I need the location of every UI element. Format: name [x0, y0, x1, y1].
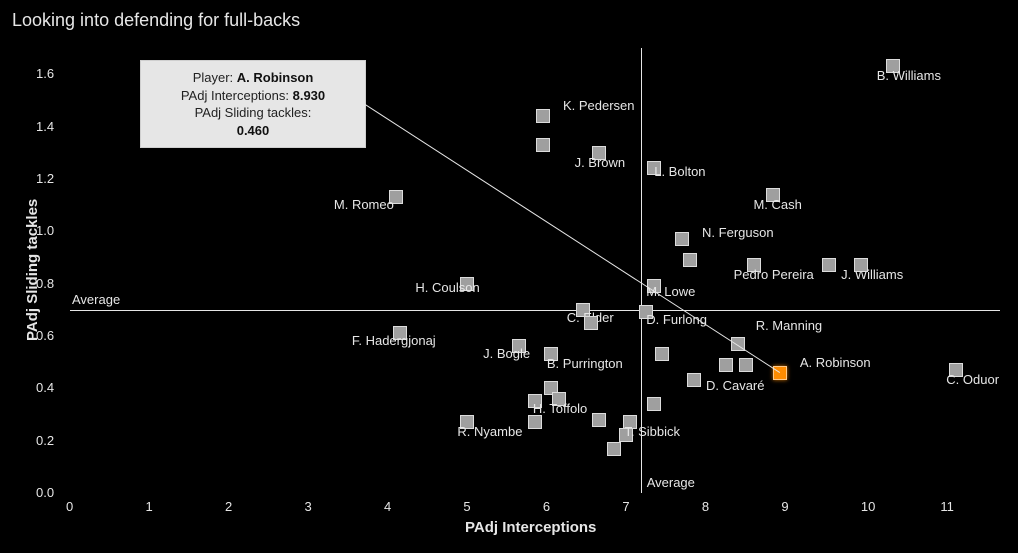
y-tick-label: 1.2: [36, 171, 54, 186]
avg-x-label: Average: [647, 475, 695, 490]
point-label: L. Bolton: [654, 164, 705, 179]
point-label: D. Cavaré: [706, 378, 765, 393]
point-marker[interactable]: [536, 109, 550, 123]
point-label: R. Nyambe: [457, 424, 522, 439]
y-tick-label: 0.2: [36, 433, 54, 448]
x-axis-title: PAdj Interceptions: [465, 519, 596, 536]
point-marker[interactable]: [647, 397, 661, 411]
point-label: H. Toffolo: [533, 401, 587, 416]
y-axis-title: PAdj Sliding tackles: [24, 198, 41, 340]
tooltip-callout-line: [0, 0, 1, 1]
avg-horizontal-line: [70, 310, 1000, 311]
point-label: M. Romeo: [334, 197, 394, 212]
x-tick-label: 4: [384, 499, 391, 514]
point-label: J. Brown: [575, 155, 626, 170]
point-label: R. Manning: [756, 318, 822, 333]
point-label: J. Williams: [841, 267, 903, 282]
chart-area: 012345678910110.00.20.40.60.81.01.21.41.…: [0, 0, 1018, 553]
point-label: T. Sibbick: [624, 424, 680, 439]
point-marker[interactable]: [683, 253, 697, 267]
point-marker[interactable]: [822, 258, 836, 272]
x-tick-label: 8: [702, 499, 709, 514]
point-marker[interactable]: [854, 258, 868, 272]
point-marker[interactable]: [592, 413, 606, 427]
x-tick-label: 0: [66, 499, 73, 514]
x-tick-label: 5: [463, 499, 470, 514]
avg-y-label: Average: [72, 292, 120, 307]
point-label: C. Oduor: [946, 372, 999, 387]
point-label: N. Ferguson: [702, 225, 774, 240]
point-marker[interactable]: [584, 316, 598, 330]
point-label: B. Williams: [877, 68, 941, 83]
point-label: B. Purrington: [547, 356, 623, 371]
point-label: K. Pedersen: [563, 98, 635, 113]
point-marker[interactable]: [528, 415, 542, 429]
x-tick-label: 7: [622, 499, 629, 514]
point-marker[interactable]: [719, 358, 733, 372]
y-tick-label: 0.4: [36, 380, 54, 395]
point-marker[interactable]: [607, 442, 621, 456]
x-tick-label: 6: [543, 499, 550, 514]
y-tick-label: 0.0: [36, 485, 54, 500]
point-marker[interactable]: [739, 358, 753, 372]
point-label: M. Cash: [753, 197, 801, 212]
point-label: Pedro Pereira: [734, 267, 814, 282]
x-tick-label: 3: [304, 499, 311, 514]
y-tick-label: 1.4: [36, 119, 54, 134]
point-marker[interactable]: [687, 373, 701, 387]
x-tick-label: 1: [145, 499, 152, 514]
x-tick-label: 10: [861, 499, 875, 514]
y-tick-label: 1.6: [36, 66, 54, 81]
point-label: F. Hadergjonaj: [352, 333, 436, 348]
point-marker[interactable]: [655, 347, 669, 361]
point-label: H. Coulson: [415, 280, 479, 295]
point-label: J. Bogle: [483, 346, 530, 361]
point-marker[interactable]: [675, 232, 689, 246]
x-tick-label: 9: [781, 499, 788, 514]
point-label: A. Robinson: [800, 355, 871, 370]
point-label: M. Lowe: [646, 284, 695, 299]
x-tick-label: 2: [225, 499, 232, 514]
point-marker[interactable]: [536, 138, 550, 152]
tooltip: Player: A. RobinsonPAdj Interceptions: 8…: [140, 60, 366, 148]
x-tick-label: 11: [940, 499, 954, 514]
